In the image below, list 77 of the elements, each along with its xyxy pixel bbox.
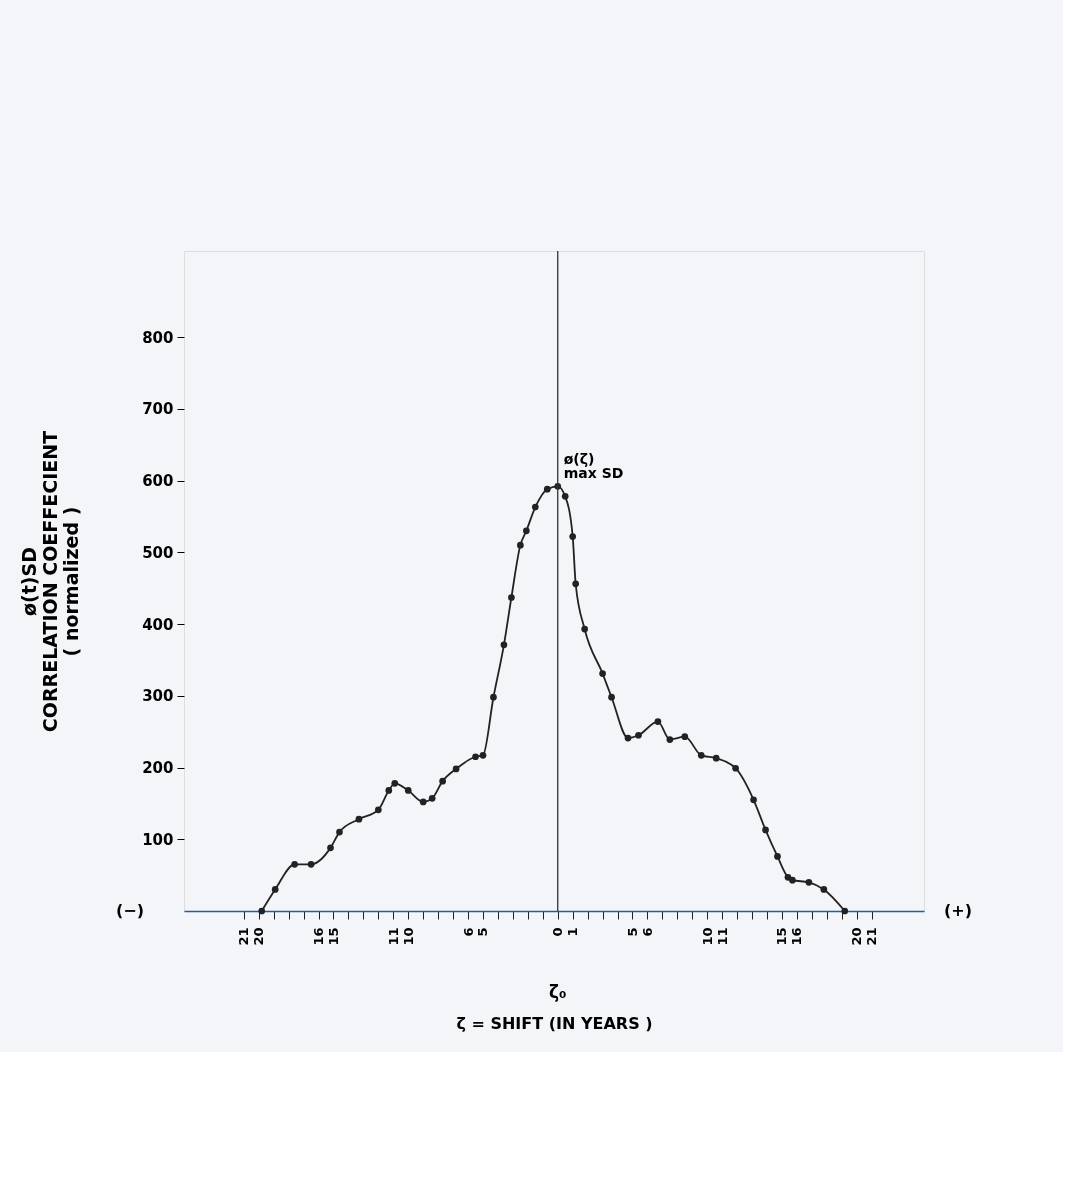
point: [697, 751, 705, 759]
point: [490, 693, 497, 701]
point: [327, 844, 334, 852]
x-tick-label: 21: [236, 927, 252, 946]
point: [572, 580, 580, 588]
point: [681, 733, 689, 741]
point: [385, 787, 393, 794]
text: (+): [944, 901, 973, 920]
x-tick-label: 1: [565, 927, 581, 937]
point: [543, 485, 551, 493]
point: [569, 533, 577, 540]
point: [666, 736, 674, 743]
point: [820, 886, 828, 893]
x-tick-label: 21: [864, 927, 880, 946]
y-tick-label: 600: [142, 472, 174, 491]
point: [654, 718, 662, 725]
point: [258, 907, 266, 915]
point: [271, 886, 279, 893]
point: [291, 861, 298, 868]
x-tick-label: 11: [714, 927, 730, 946]
x-tick-label: 11: [385, 927, 401, 946]
text: ζ₀: [548, 982, 567, 1002]
point: [479, 751, 487, 759]
point: [841, 907, 849, 915]
point: [336, 828, 343, 836]
y-tick-label: 700: [142, 400, 174, 419]
y-tick-label: 800: [142, 328, 174, 347]
point: [581, 625, 588, 633]
point: [774, 853, 781, 860]
point: [624, 734, 632, 742]
point: [599, 670, 606, 677]
point: [500, 641, 508, 649]
text: (−): [115, 901, 144, 920]
x-tick-label: 16: [311, 927, 327, 946]
point: [522, 527, 530, 535]
x-tick-label: 15: [325, 927, 341, 946]
point: [635, 731, 642, 739]
x-tick-label: 10: [699, 927, 715, 946]
point: [805, 878, 813, 886]
point: [508, 594, 515, 601]
x-tick-label: 16: [789, 927, 805, 946]
point: [472, 753, 479, 761]
point: [374, 806, 382, 814]
point: [307, 861, 315, 868]
y-tick-label: 400: [142, 615, 174, 634]
point: [732, 764, 739, 772]
point: [419, 798, 427, 806]
point: [762, 826, 769, 834]
y-tick-label: 500: [142, 543, 174, 562]
y-axis-title: ø(t)SD CORRELATION COEFFECIENT ( normalized ): [18, 430, 83, 733]
point: [531, 503, 539, 511]
point: [561, 493, 569, 500]
x-axis-title: ζ = SHIFT (IN YEARS ): [456, 1013, 653, 1033]
point: [452, 765, 460, 773]
point: [428, 795, 436, 802]
x-tick-label: 6: [460, 927, 476, 937]
x-tick-label: 0: [550, 927, 566, 937]
point: [517, 541, 524, 549]
point: [439, 777, 446, 785]
point: [608, 693, 615, 701]
point: [750, 796, 757, 804]
x-tick-label: 6: [639, 927, 655, 937]
x-tick-label: 5: [475, 927, 491, 937]
y-tick-label: 100: [142, 830, 174, 849]
point: [355, 815, 363, 823]
x-tick-label: 20: [849, 927, 865, 946]
y-tick-label: 300: [142, 687, 174, 706]
point: [404, 787, 412, 794]
point: [391, 779, 399, 787]
x-tick-label: 20: [251, 927, 267, 946]
x-tick-label: 10: [400, 927, 416, 946]
point: [712, 754, 720, 762]
x-tick-label: 15: [774, 927, 790, 946]
y-tick-label: 200: [142, 759, 174, 778]
annotation: ø(ζ) max SD: [563, 451, 624, 482]
point: [789, 876, 796, 884]
x-tick-label: 5: [624, 927, 640, 937]
